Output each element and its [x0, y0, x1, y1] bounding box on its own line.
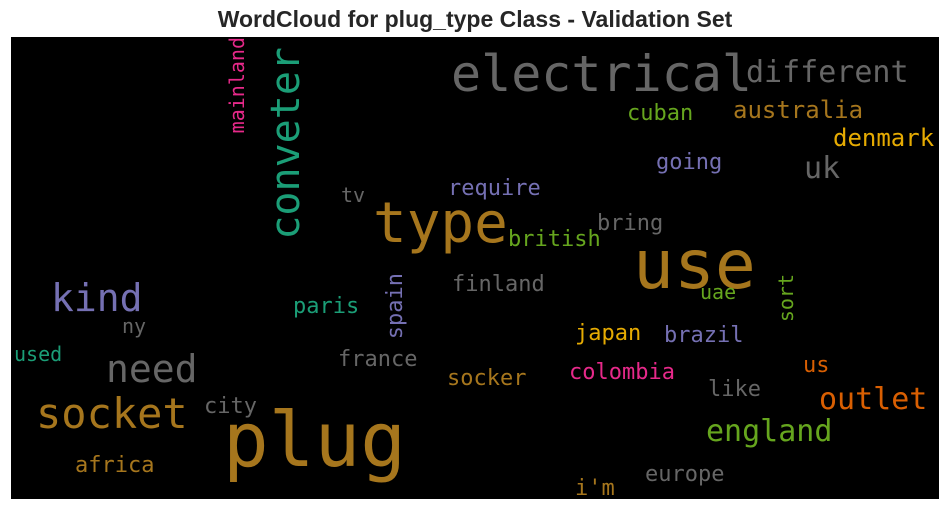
word-kind: kind: [51, 276, 143, 320]
word-uae: uae: [700, 280, 737, 304]
word-finland: finland: [452, 272, 545, 297]
word-mainland: mainland: [225, 37, 249, 134]
word-like: like: [708, 377, 761, 402]
word-socket: socket: [36, 389, 188, 438]
word-denmark: denmark: [833, 124, 935, 152]
word-england: england: [706, 414, 833, 449]
word-type: type: [373, 191, 508, 256]
word-electrical: electrical: [451, 45, 753, 103]
word-australia: australia: [733, 96, 864, 124]
word-british: british: [508, 227, 601, 252]
word-i-m: i'm: [575, 476, 615, 500]
word-plug: plug: [223, 395, 407, 484]
word-need: need: [106, 347, 198, 391]
word-socker: socker: [447, 366, 527, 391]
word-used: used: [14, 342, 63, 366]
word-cloud-canvas: plug use type electrical socket conveter need k…: [11, 37, 939, 499]
word-conveter: conveter: [263, 47, 309, 240]
chart-title: WordCloud for plug_type Class - Validati…: [217, 6, 733, 32]
word-city: city: [204, 394, 257, 419]
word-going: going: [656, 150, 723, 175]
word-different: different: [746, 55, 909, 90]
word-us: us: [803, 353, 830, 378]
word-cuban: cuban: [627, 101, 694, 126]
word-colombia: colombia: [569, 360, 675, 385]
word-japan: japan: [575, 321, 642, 346]
word-africa: africa: [75, 453, 155, 478]
word-use: use: [633, 226, 756, 305]
word-paris: paris: [293, 294, 360, 319]
word-brazil: brazil: [664, 323, 744, 348]
word-outlet: outlet: [819, 382, 928, 417]
word-europe: europe: [645, 462, 725, 487]
word-ny: ny: [122, 314, 147, 338]
word-uk: uk: [804, 151, 841, 186]
word-sort: sort: [774, 274, 798, 323]
word-bring: bring: [597, 211, 664, 236]
word-require: require: [448, 176, 541, 201]
word-spain: spain: [383, 273, 408, 340]
word-france: france: [338, 347, 418, 372]
word-tv: tv: [341, 183, 366, 207]
